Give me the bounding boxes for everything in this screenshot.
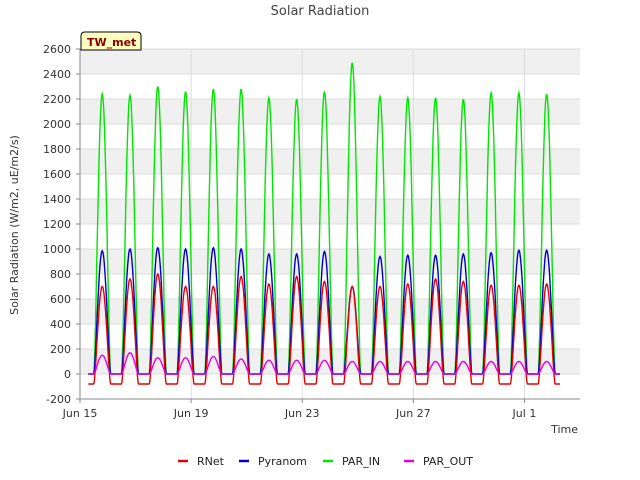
x-tick-label: Jun 27 [395,407,431,420]
y-tick-label: 800 [50,268,71,281]
y-tick-label: 2600 [43,43,71,56]
legend: RNet Pyranom PAR_IN PAR_OUT [178,455,473,468]
plot-band [80,99,580,124]
y-tick-label: 1200 [43,218,71,231]
legend-label: Pyranom [258,455,307,468]
y-tick-label: -200 [46,393,71,406]
y-tick-label: 2400 [43,68,71,81]
y-tick-label: 2000 [43,118,71,131]
series-line-par-out [88,352,560,375]
y-tick-label: 0 [64,368,71,381]
x-tick-label: Jun 23 [284,407,320,420]
axes: -200 0 200 400 600 800 1000 1200 1400 1600 1800 200… [43,43,580,420]
x-axis-label: Time [550,423,578,436]
y-tick-label: 600 [50,293,71,306]
y-tick-label: 1600 [43,168,71,181]
plot-band [80,49,580,74]
y-tick-label: 400 [50,318,71,331]
x-tick-label: Jul 1 [512,407,537,420]
legend-label: PAR_OUT [423,455,473,468]
x-tick-label: Jun 15 [62,407,98,420]
site-badge: TW_met [80,31,142,51]
y-axis-label: Solar Radiation (W/m2, uE/m2/s) [8,135,21,315]
y-tick-label: 200 [50,343,71,356]
x-tick-label: Jun 19 [173,407,209,420]
y-tick-label: 1000 [43,243,71,256]
series-layer [88,62,560,385]
badge-label: TW_met [87,36,136,49]
y-tick-label: 2200 [43,93,71,106]
series-line-rnet [88,272,560,385]
legend-label: RNet [197,455,225,468]
legend-label: PAR_IN [342,455,380,468]
y-tick-label: 1800 [43,143,71,156]
plot-band [80,199,580,224]
chart-title: Solar Radiation [271,4,370,19]
y-tick-label: 1400 [43,193,71,206]
plot-band [80,149,580,174]
